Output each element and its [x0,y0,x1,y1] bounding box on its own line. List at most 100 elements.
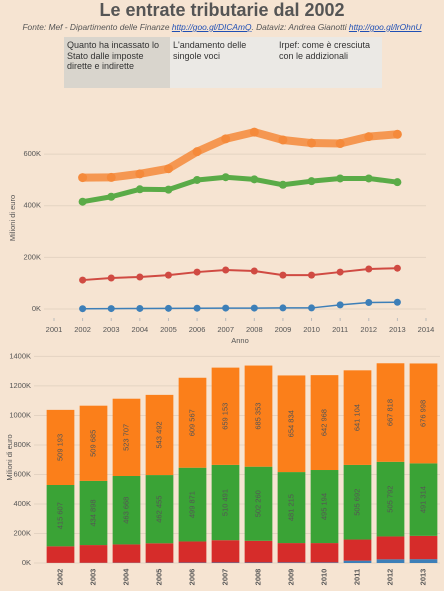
bar-segment [343,539,372,561]
point [308,304,316,312]
point [393,178,402,187]
bar-segment [178,377,207,468]
y-tick-label: 1400K [9,351,31,360]
bar-segment [145,394,174,476]
value-label: 491 314 [418,486,427,513]
value-label: 505 692 [352,489,361,516]
source: Fonte: Mef - Dipartimento delle Finanze [22,22,172,32]
bar-segment [178,467,207,542]
value-label: 667 818 [385,399,394,426]
point [79,305,87,313]
bar-segment [211,464,240,541]
bar-segment [409,559,438,563]
point [336,268,344,276]
bar-segment [310,470,339,544]
bar-segment [46,546,75,563]
value-label: 659 153 [220,403,229,430]
value-label: 499 871 [187,491,196,518]
point [250,175,259,184]
point [393,264,401,272]
y-tick-label: 600K [13,469,31,478]
y-tick-label: 0K [22,558,31,567]
x-tick-label: 2009 [275,325,292,334]
bar-segment [409,463,438,536]
value-label: 654 834 [286,410,295,437]
bar-segment [343,560,372,563]
bar-segment [244,365,273,467]
tab[interactable]: Irpef: come è cresciuta con le addiziona… [276,37,382,88]
value-label: 415 607 [55,502,64,529]
x-tick-label: 2002 [55,569,64,586]
point [307,177,316,186]
value-label: 641 104 [352,404,361,431]
point [79,276,87,284]
y-tick-label: 200K [23,252,41,261]
bar-segment [112,544,141,563]
point [135,185,144,194]
point [221,134,231,144]
y-tick-label: 400K [23,201,41,210]
bar-segment [112,398,141,476]
point [365,299,373,307]
point [336,174,345,183]
y-tick-label: 1000K [9,410,31,419]
x-tick-label: 2006 [187,569,196,586]
point [222,266,230,274]
point [364,132,374,142]
bar-segment [409,363,438,464]
bar-segment [79,480,108,546]
point [136,304,144,312]
line [82,128,398,182]
point [78,173,88,183]
bar-segment [211,540,240,563]
x-tick-label: 2004 [132,325,149,334]
point [135,169,145,179]
x-tick-label: 2005 [160,325,177,334]
y-tick-label: 0K [32,304,41,313]
bar-segment [310,375,339,471]
point [278,135,288,145]
point [279,304,287,312]
value-label: 434 898 [88,499,97,526]
x-tick-label: 2002 [74,325,91,334]
x-tick-label: 2003 [103,325,120,334]
y-tick-label: 1200K [9,381,31,390]
point [365,265,373,273]
point [392,129,402,139]
x-tick-label: 2011 [332,325,348,334]
tab[interactable]: Quanto ha incassato lo Stato dalle impos… [64,37,170,88]
point [107,274,115,282]
x-tick-label: 2012 [385,569,394,586]
bar-segment [79,545,108,563]
bar-segment [343,370,372,465]
source-link[interactable]: http://goo.gl/DICAmQ [171,22,252,32]
point [249,127,259,137]
point [107,192,116,201]
bar-segment [211,562,240,563]
point [193,175,202,184]
x-tick-label: 2010 [303,325,320,334]
x-tick-label: 2012 [360,325,377,334]
value-label: 481 215 [286,494,295,521]
x-tick-label: 2007 [217,325,234,334]
bar-segment [277,375,306,473]
bar-segment [376,559,405,563]
point [193,304,201,312]
value-label: 462 455 [154,496,163,523]
value-label: 495 194 [319,493,328,520]
tab[interactable]: L'andamento delle singole voci [170,37,276,88]
value-label: 685 353 [253,403,262,430]
bar-segment [376,461,405,537]
point [250,267,258,275]
bar-segment [211,367,240,465]
bar-segment [178,541,207,563]
x-tick-label: 2008 [253,569,262,586]
bar-segment [112,475,141,545]
bar-segment [376,363,405,462]
value-label: 463 668 [121,497,130,524]
y-tick-label: 600K [23,149,41,158]
value-label: 509 685 [88,430,97,457]
bar-segment [277,562,306,563]
dataviz-link[interactable]: http://goo.gl/lrOhnU [348,22,422,32]
